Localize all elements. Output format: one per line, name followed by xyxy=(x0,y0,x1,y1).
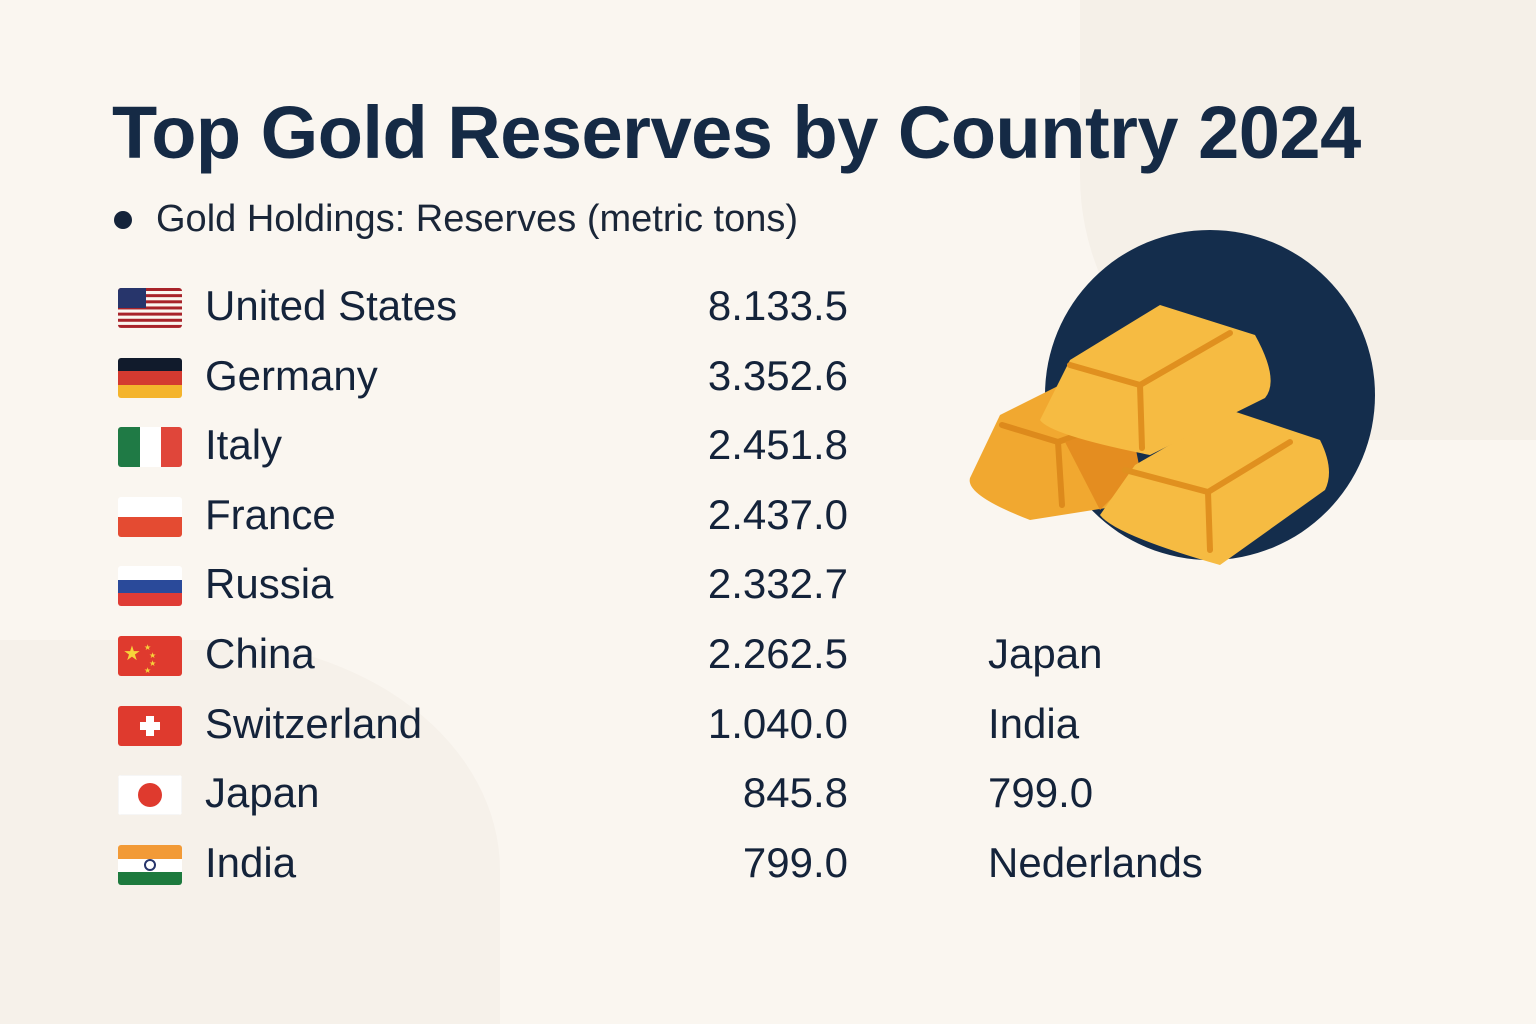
reserve-value: 8.133.5 xyxy=(707,282,848,329)
legend: Gold Holdings: Reserves (metric tons) xyxy=(114,198,798,241)
reserve-value: 2.262.5 xyxy=(707,630,848,677)
reserve-value: 1.040.0 xyxy=(707,699,848,747)
france-flag-icon xyxy=(118,496,182,537)
table-row: Japan 845.8 xyxy=(118,769,858,817)
country-name: Russia xyxy=(205,560,334,608)
svg-text:★: ★ xyxy=(144,643,151,652)
country-name: United States xyxy=(205,282,458,329)
table-row: ★ ★ ★ ★ ★ China 2.262.5 xyxy=(118,630,858,678)
table-row: Germany 3.352.6 xyxy=(118,352,858,400)
gold-bar-right xyxy=(1100,410,1329,565)
table-row: Switzerland 1.040.0 xyxy=(118,700,858,748)
us-flag-icon xyxy=(118,288,182,328)
country-name: Germany xyxy=(205,351,378,399)
country-name: India xyxy=(205,838,297,886)
svg-text:★: ★ xyxy=(149,659,156,668)
svg-text:★: ★ xyxy=(123,643,141,665)
italy-flag-icon xyxy=(118,427,182,468)
side-label: Nederlands xyxy=(988,839,1203,886)
svg-text:★: ★ xyxy=(149,651,156,660)
reserve-value: 2.332.7 xyxy=(707,560,848,608)
reserve-value: 845.8 xyxy=(742,769,848,817)
japan-flag-icon xyxy=(118,775,182,816)
country-name: Switzerland xyxy=(205,699,423,747)
table-row: Italy 2.451.8 xyxy=(118,421,858,469)
country-name: China xyxy=(205,630,315,677)
side-label: 799.0 xyxy=(988,769,1094,816)
table-row: United States 8.133.5 xyxy=(118,282,858,330)
gold-bars-icon xyxy=(969,230,1375,565)
switzerland-flag-icon xyxy=(118,705,182,746)
table-row: France 2.437.0 xyxy=(118,491,858,539)
legend-bullet-icon xyxy=(114,210,132,229)
page-title: Top Gold Reserves by Country 2024 xyxy=(112,91,1361,174)
country-name: France xyxy=(205,490,336,538)
side-label: India xyxy=(988,700,1080,747)
russia-flag-icon xyxy=(118,566,182,607)
background-blob xyxy=(0,640,500,1024)
germany-flag-icon xyxy=(118,357,182,398)
side-label: Japan xyxy=(988,630,1103,677)
table-row: India 799.0 xyxy=(118,839,858,887)
reserve-value: 2.437.0 xyxy=(707,490,848,538)
svg-text:★: ★ xyxy=(144,666,151,675)
legend-label: Gold Holdings: Reserves (metric tons) xyxy=(156,198,798,240)
reserve-value: 799.0 xyxy=(742,838,848,886)
china-flag-icon: ★ ★ ★ ★ ★ xyxy=(118,636,182,676)
gold-bar-top xyxy=(1040,305,1271,455)
reserve-value: 3.352.6 xyxy=(707,351,848,399)
india-flag-icon xyxy=(118,844,182,885)
table-row: Russia 2.332.7 xyxy=(118,560,858,608)
reserve-value: 2.451.8 xyxy=(707,421,848,469)
country-name: Italy xyxy=(205,421,283,469)
country-name: Japan xyxy=(205,769,320,817)
